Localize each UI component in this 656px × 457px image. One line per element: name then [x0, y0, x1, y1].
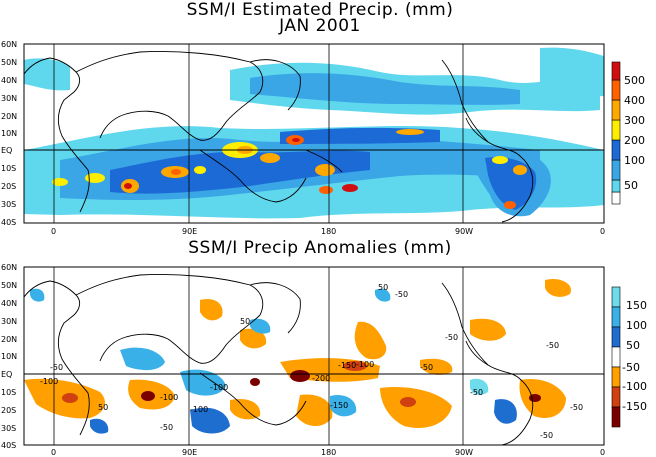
contour-label: -100 — [356, 360, 374, 369]
contour-label: 50 — [240, 317, 250, 326]
lat-label: 10S — [1, 164, 16, 173]
contour-label: -100 — [160, 393, 178, 402]
lon-label: 180 — [321, 448, 336, 457]
lat-label: 30N — [1, 317, 17, 326]
lat-label: 40N — [1, 299, 17, 308]
map2-lon-labels: 0 90E 180 90W 0 — [51, 448, 605, 457]
colorbar-label: 50 — [626, 339, 640, 352]
map1-title-line2: JAN 2001 — [279, 16, 361, 36]
lon-label: 0 — [51, 448, 56, 457]
lat-label: 40S — [1, 218, 16, 227]
map1-coastlines — [24, 51, 534, 223]
colorbar-label: 50 — [624, 179, 638, 192]
map2-panel: 50 -50 -100 -150 -200 50 -50 -100 50 -50… — [1, 263, 647, 457]
map1-panel: 60N 50N 40N 30N 20N 10N EQ 10S 20S 30S 4… — [1, 40, 645, 236]
lat-label: 30S — [1, 424, 16, 433]
map1-title-line1: SSM/I Estimated Precip. (mm) — [186, 0, 454, 20]
contour-label: -50 — [445, 333, 458, 342]
contour-label: 50 — [98, 403, 108, 412]
lon-label: 90W — [455, 448, 473, 457]
lat-label: 40S — [1, 441, 16, 450]
lat-label: EQ — [1, 370, 12, 379]
colorbar-label: 100 — [626, 319, 647, 332]
contour-label: -150 — [338, 361, 356, 370]
lon-label: 180 — [321, 227, 336, 236]
lat-label: 10S — [1, 388, 16, 397]
colorbar-swatch — [611, 99, 621, 121]
colorbar-swatch — [611, 139, 621, 161]
colorbar-label: -50 — [622, 361, 640, 374]
contour-label: -50 — [160, 423, 173, 432]
contour-label: -150 — [330, 401, 348, 410]
map1-colorbar: 500 400 300 200 100 50 — [611, 61, 645, 205]
lat-label: 10N — [1, 352, 17, 361]
lat-label: 50N — [1, 58, 17, 67]
colorbar-swatch — [611, 366, 621, 388]
lat-label: 40N — [1, 76, 17, 85]
colorbar-label: -150 — [622, 400, 647, 413]
lon-label: 90E — [182, 448, 197, 457]
lat-label: 60N — [1, 40, 17, 49]
lon-label: 90E — [182, 227, 197, 236]
map1-lat-labels: 60N 50N 40N 30N 20N 10N EQ 10S 20S 30S 4… — [1, 40, 17, 227]
lat-label: 30N — [1, 94, 17, 103]
map2-contour-labels: 50 -50 -100 -150 -200 50 -50 -100 50 -50… — [40, 283, 583, 440]
lat-label: EQ — [1, 146, 12, 155]
colorbar-swatch — [611, 386, 621, 408]
contour-label: -100 — [210, 383, 228, 392]
contour-label: -50 — [420, 363, 433, 372]
lat-label: 30S — [1, 200, 16, 209]
contour-label: -100 — [190, 405, 208, 414]
lat-label: 20N — [1, 335, 17, 344]
map2-coastlines — [24, 274, 534, 445]
lat-label: 60N — [1, 263, 17, 272]
colorbar-swatch — [611, 61, 621, 81]
lat-label: 20S — [1, 406, 16, 415]
colorbar-swatch — [611, 179, 621, 193]
contour-label: -50 — [570, 403, 583, 412]
lat-label: 50N — [1, 281, 17, 290]
lon-label: 0 — [600, 448, 605, 457]
map2-lat-labels: 60N 50N 40N 30N 20N 10N EQ 10S 20S 30S 4… — [1, 263, 17, 450]
colorbar-label: 500 — [624, 74, 645, 87]
colorbar-swatch — [611, 326, 621, 348]
colorbar-label: -100 — [622, 380, 647, 393]
colorbar-label: 400 — [624, 94, 645, 107]
map2-anomaly-field — [24, 278, 571, 434]
map2-title: SSM/I Precip Anomalies (mm) — [188, 238, 452, 258]
contour-label: -200 — [312, 374, 330, 383]
colorbar-swatch — [611, 346, 621, 368]
colorbar-label: 300 — [624, 114, 645, 127]
contour-label: -50 — [470, 388, 483, 397]
contour-label: -50 — [50, 363, 63, 372]
contour-label: -100 — [40, 377, 58, 386]
lon-label: 90W — [455, 227, 473, 236]
colorbar-label: 100 — [624, 154, 645, 167]
colorbar-swatch — [611, 79, 621, 101]
lat-label: 10N — [1, 129, 17, 138]
lat-label: 20S — [1, 182, 16, 191]
colorbar-label: 200 — [624, 134, 645, 147]
colorbar-label: 150 — [626, 299, 647, 312]
colorbar-swatch — [611, 406, 621, 428]
lat-label: 20N — [1, 112, 17, 121]
contour-label: -50 — [546, 341, 559, 350]
map2-colorbar: 150 100 50 -50 -100 -150 — [611, 286, 647, 428]
colorbar-swatch — [611, 286, 621, 308]
contour-label: -50 — [540, 431, 553, 440]
colorbar-swatch — [611, 159, 621, 181]
colorbar-swatch — [611, 191, 621, 205]
colorbar-swatch — [611, 306, 621, 328]
map1-precip-field — [24, 47, 604, 219]
contour-label: -50 — [395, 290, 408, 299]
lon-label: 0 — [51, 227, 56, 236]
colorbar-swatch — [611, 119, 621, 141]
contour-label: 50 — [378, 283, 388, 292]
lon-label: 0 — [600, 227, 605, 236]
map1-lon-labels: 0 90E 180 90W 0 — [51, 227, 605, 236]
